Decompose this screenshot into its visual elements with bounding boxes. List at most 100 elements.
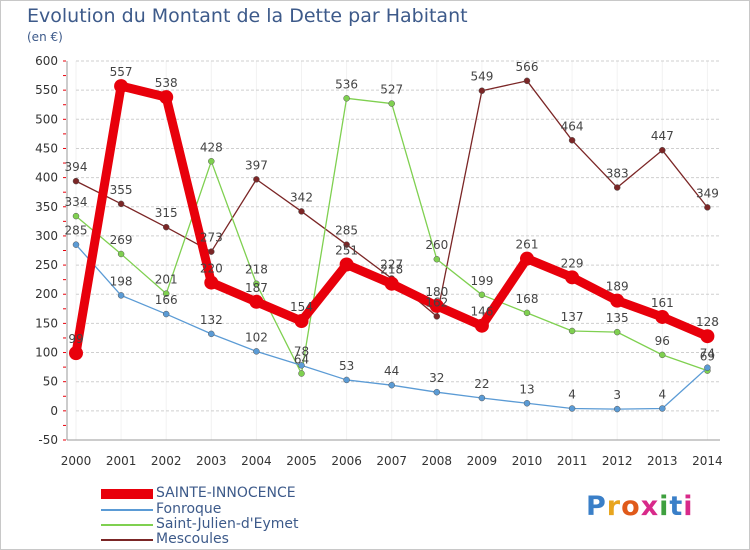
y-tick-label: 300: [35, 229, 58, 243]
data-label-layer: 3943553152733973422852271625495664643834…: [65, 60, 719, 402]
data-point: [294, 314, 309, 329]
data-point: [72, 177, 80, 185]
y-tick-label: 450: [35, 141, 58, 155]
data-point: [114, 79, 129, 94]
data-point: [568, 327, 576, 335]
x-tick-label: 2007: [376, 454, 407, 468]
data-point: [204, 275, 219, 290]
y-tick-label: -50: [38, 433, 58, 447]
x-tick-label: 2011: [557, 454, 588, 468]
data-point: [69, 346, 83, 361]
data-label: 397: [245, 158, 268, 172]
legend-swatch: [101, 524, 153, 526]
data-label: 44: [384, 364, 399, 378]
data-label: 166: [155, 293, 178, 307]
logo-letter: r: [606, 491, 622, 522]
data-point: [613, 405, 621, 413]
data-label: 96: [655, 334, 670, 348]
data-label: 64: [294, 353, 309, 367]
logo-letter: i: [683, 491, 694, 522]
data-point: [613, 328, 621, 336]
data-point: [478, 291, 486, 299]
series-layer: [69, 77, 715, 413]
axis-layer: -50 0 50 100 150 200 250 300 350 400 450 500 550 600 2…: [35, 54, 723, 468]
data-point: [429, 298, 444, 313]
data-point: [253, 348, 260, 355]
data-label: 566: [516, 60, 539, 74]
data-label: 428: [200, 140, 223, 154]
data-point: [208, 330, 215, 338]
data-point: [610, 293, 625, 308]
x-tick-label: 2006: [331, 454, 362, 468]
data-point: [523, 309, 531, 317]
data-point: [249, 294, 264, 309]
data-label: 137: [561, 310, 584, 324]
data-label: 168: [516, 292, 539, 306]
y-tick-label: 550: [35, 83, 58, 97]
data-label: 74: [700, 347, 715, 361]
data-point: [659, 351, 666, 359]
y-tick-label: 0: [50, 404, 58, 418]
x-tick-label: 2000: [61, 454, 92, 468]
data-point: [568, 405, 576, 412]
x-tick-label: 2005: [286, 454, 317, 468]
data-label: 464: [561, 119, 584, 133]
data-point: [72, 241, 80, 248]
data-label: 229: [561, 256, 584, 270]
data-label: 285: [335, 224, 358, 238]
proxiti-logo: Proxiti: [586, 491, 694, 522]
data-label: 78: [294, 344, 309, 358]
legend-swatch: [101, 539, 153, 541]
logo-letter: t: [669, 491, 684, 522]
data-point: [433, 313, 441, 320]
data-point: [388, 100, 395, 107]
data-label: 22: [474, 377, 489, 391]
data-label: 99: [68, 332, 83, 346]
data-label: 315: [155, 206, 178, 220]
data-point: [117, 200, 125, 208]
data-point: [343, 376, 350, 384]
data-point: [162, 290, 170, 297]
data-label: 4: [568, 388, 576, 402]
data-point: [659, 146, 666, 154]
data-label: 261: [516, 238, 539, 252]
logo-letter: P: [586, 491, 607, 522]
data-label: 161: [651, 296, 674, 310]
data-label: 260: [425, 238, 448, 252]
data-label: 285: [65, 224, 88, 238]
legend-label: Saint-Julien-d'Eymet: [156, 516, 299, 532]
data-point: [117, 250, 125, 258]
data-label: 132: [200, 313, 223, 327]
data-label: 32: [429, 371, 444, 385]
legend-label: Fonroque: [156, 501, 222, 517]
x-tick-label: 2004: [241, 454, 272, 468]
data-label: 218: [245, 263, 268, 277]
legend-label: Mescoules: [156, 531, 229, 547]
y-tick-label: 200: [35, 287, 58, 301]
grid-layer: [75, 60, 720, 441]
y-tick-label: 150: [35, 316, 58, 330]
data-point: [388, 381, 395, 389]
data-label: 334: [65, 195, 88, 209]
chart-title: Evolution du Montant de la Dette par Hab…: [27, 5, 468, 27]
x-tick-label: 2014: [692, 454, 723, 468]
data-label: 269: [110, 233, 133, 247]
data-label: 53: [339, 359, 354, 373]
x-tick-label: 2009: [467, 454, 498, 468]
data-point: [159, 90, 174, 105]
data-label: 220: [200, 262, 223, 276]
y-tick-label: 400: [35, 171, 58, 185]
legend-swatch: [101, 509, 153, 511]
data-point: [655, 309, 670, 324]
data-point: [208, 248, 215, 255]
data-point: [253, 280, 260, 287]
y-tick-label: 350: [35, 200, 58, 214]
data-point: [384, 276, 399, 291]
data-label: 273: [200, 231, 223, 245]
data-point: [474, 318, 489, 333]
data-label: 218: [380, 263, 403, 277]
x-tick-label: 2001: [106, 454, 137, 468]
data-label: 69: [700, 350, 715, 364]
data-point: [208, 158, 215, 165]
data-label: 394: [65, 160, 88, 174]
